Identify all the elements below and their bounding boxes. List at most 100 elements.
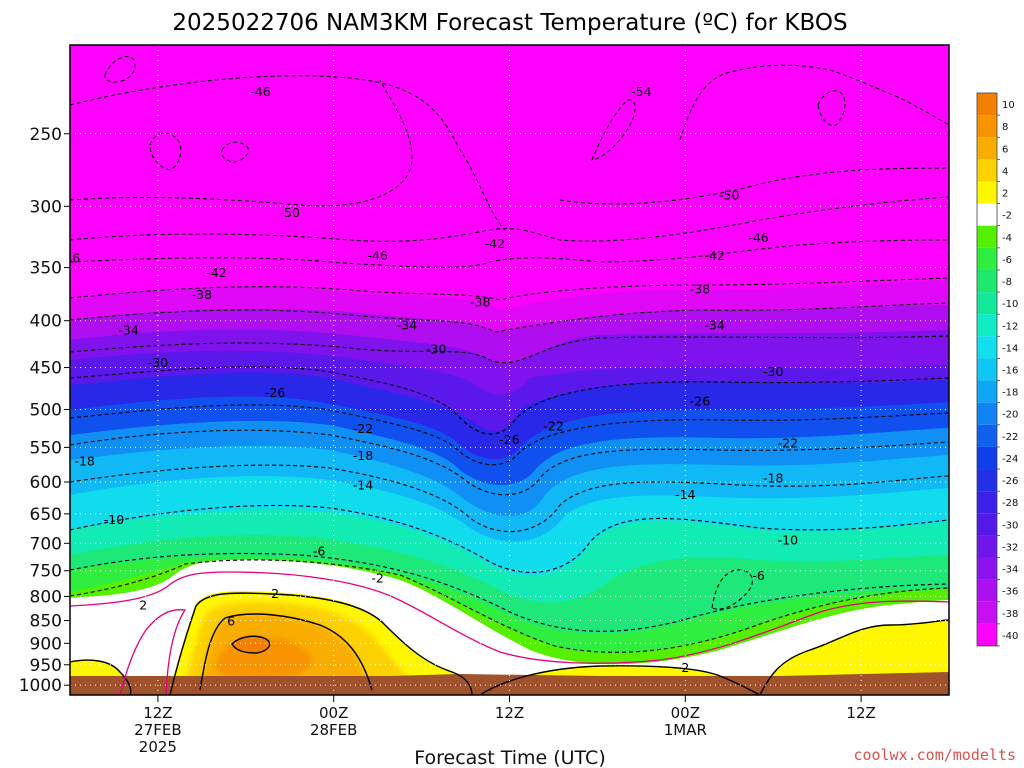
y-tick-label: 650 — [30, 505, 62, 525]
colorbar-label: -8 — [1002, 277, 1012, 288]
contour-label: -26 — [499, 432, 519, 447]
y-tick-label: 300 — [30, 197, 62, 217]
colorbar-label: -18 — [1002, 388, 1018, 399]
freezing-line-inner — [119, 609, 187, 695]
contour-label: -14 — [675, 487, 695, 502]
x-tick-label: 12Z — [143, 704, 172, 722]
colorbar-swatch — [977, 115, 997, 138]
colorbar-label: -32 — [1002, 542, 1018, 553]
negative-isotherms — [70, 56, 949, 653]
y-tick-label: 500 — [30, 400, 62, 420]
contour-label: -34 — [118, 323, 138, 338]
contour-label-text: -42 — [485, 236, 505, 251]
contour-label-text: -10 — [778, 532, 798, 547]
contour-label-text: -30 — [426, 341, 446, 356]
isotherm-minus-30 — [70, 335, 949, 364]
colorbar-label: -34 — [1002, 565, 1018, 576]
contour-label: -50 — [280, 205, 300, 220]
band-plus-10 — [232, 637, 269, 652]
y-tick-label: 900 — [30, 634, 62, 654]
contour-label-text: -46 — [367, 248, 387, 263]
colorbar-swatch — [977, 314, 997, 337]
contour-label: -30 — [763, 364, 783, 379]
y-axis: 2503003504004505005506006507007508008509… — [19, 125, 70, 696]
colorbar-swatch — [977, 247, 997, 270]
contour-label-text: -18 — [353, 448, 373, 463]
contour-label: -26 — [265, 385, 285, 400]
colorbar-label: -20 — [1002, 410, 1018, 421]
y-tick-label: 750 — [30, 562, 62, 582]
contour-label: -10 — [778, 532, 798, 547]
temperature-bands — [70, 280, 949, 695]
contour-label-text: -6 — [752, 568, 765, 583]
y-tick-label: 400 — [30, 312, 62, 332]
isotherm-minus-6 — [70, 552, 949, 632]
colorbar-frame — [976, 92, 998, 647]
contour-label-text: -38 — [192, 287, 212, 302]
colorbar-label: -14 — [1002, 343, 1018, 354]
contour-label: -22 — [543, 419, 563, 434]
isotherm-minus-18 — [70, 429, 949, 496]
colorbar-swatch — [977, 380, 997, 403]
contour-label-text: -10 — [104, 512, 124, 527]
y-tick-label: 850 — [30, 612, 62, 632]
isotherm-upper-loop-b — [149, 132, 182, 171]
colorbar-label: -38 — [1002, 609, 1018, 620]
contour-label-text: -42 — [206, 265, 226, 280]
credit-text: coolwx.com/modelts — [853, 746, 1016, 764]
y-tick-label: 250 — [30, 125, 62, 145]
y-tick-label: 600 — [30, 473, 62, 493]
colorbar-swatch — [977, 358, 997, 381]
colorbar-swatch — [977, 336, 997, 359]
isotherm-plus-2-south — [479, 665, 761, 695]
contour-label-text: -34 — [397, 318, 417, 333]
contour-label-text: -46 — [748, 230, 768, 245]
contour-label-text: -14 — [675, 487, 695, 502]
contour-label: 2 — [139, 597, 147, 612]
isotherm-upper-loop-c — [221, 141, 249, 163]
contour-label-text: -6 — [313, 544, 326, 559]
colorbar-swatch — [977, 269, 997, 293]
isotherm-plus-10 — [231, 635, 271, 654]
contour-label: -30 — [148, 355, 168, 370]
colorbar-swatch — [977, 469, 997, 492]
contour-label-text: -22 — [543, 419, 563, 434]
contour-label: -22 — [353, 421, 373, 436]
contour-label: -14 — [353, 477, 373, 492]
colorbar-label: -40 — [1002, 631, 1018, 642]
x-tick-label: 2025 — [139, 738, 177, 756]
isotherm-minus-38 — [70, 277, 949, 301]
isotherm-minus-50-b — [559, 167, 949, 205]
isotherm-upper-loop-d — [591, 99, 636, 161]
contour-label: -2 — [371, 571, 383, 586]
isotherm-plus-2-main — [169, 592, 473, 695]
contour-label: -22 — [778, 436, 798, 451]
contour-label-text: -26 — [690, 393, 710, 408]
colorbar-label: -28 — [1002, 498, 1018, 509]
contour-label-text: -14 — [353, 477, 373, 492]
x-tick-label: 1MAR — [664, 721, 707, 739]
colorbar-swatch — [977, 513, 997, 536]
colorbar-label: -24 — [1002, 454, 1018, 465]
contour-label-text: -42 — [704, 248, 724, 263]
colorbar-label: -30 — [1002, 520, 1018, 531]
contour-label: -42 — [485, 236, 505, 251]
colorbar-label: -4 — [1002, 233, 1012, 244]
colorbar-label: 4 — [1002, 166, 1008, 177]
contour-label: -6 — [313, 544, 326, 559]
contour-label: -38 — [470, 294, 490, 309]
y-tick-label: 1000 — [19, 676, 62, 696]
isotherm-small-loop — [711, 569, 753, 610]
colorbar-swatch — [977, 137, 997, 160]
y-tick-label: 700 — [30, 534, 62, 554]
ground-surface-edge — [70, 672, 949, 695]
y-tick-label: 800 — [30, 587, 62, 607]
x-tick-label: 00Z — [671, 704, 700, 722]
colorbar-label: -6 — [1002, 255, 1012, 266]
colorbar-label: -2 — [1002, 211, 1012, 222]
contour-label: -38 — [690, 282, 710, 297]
contour-label: 2 — [681, 660, 689, 675]
colorbar-swatch — [977, 424, 997, 447]
